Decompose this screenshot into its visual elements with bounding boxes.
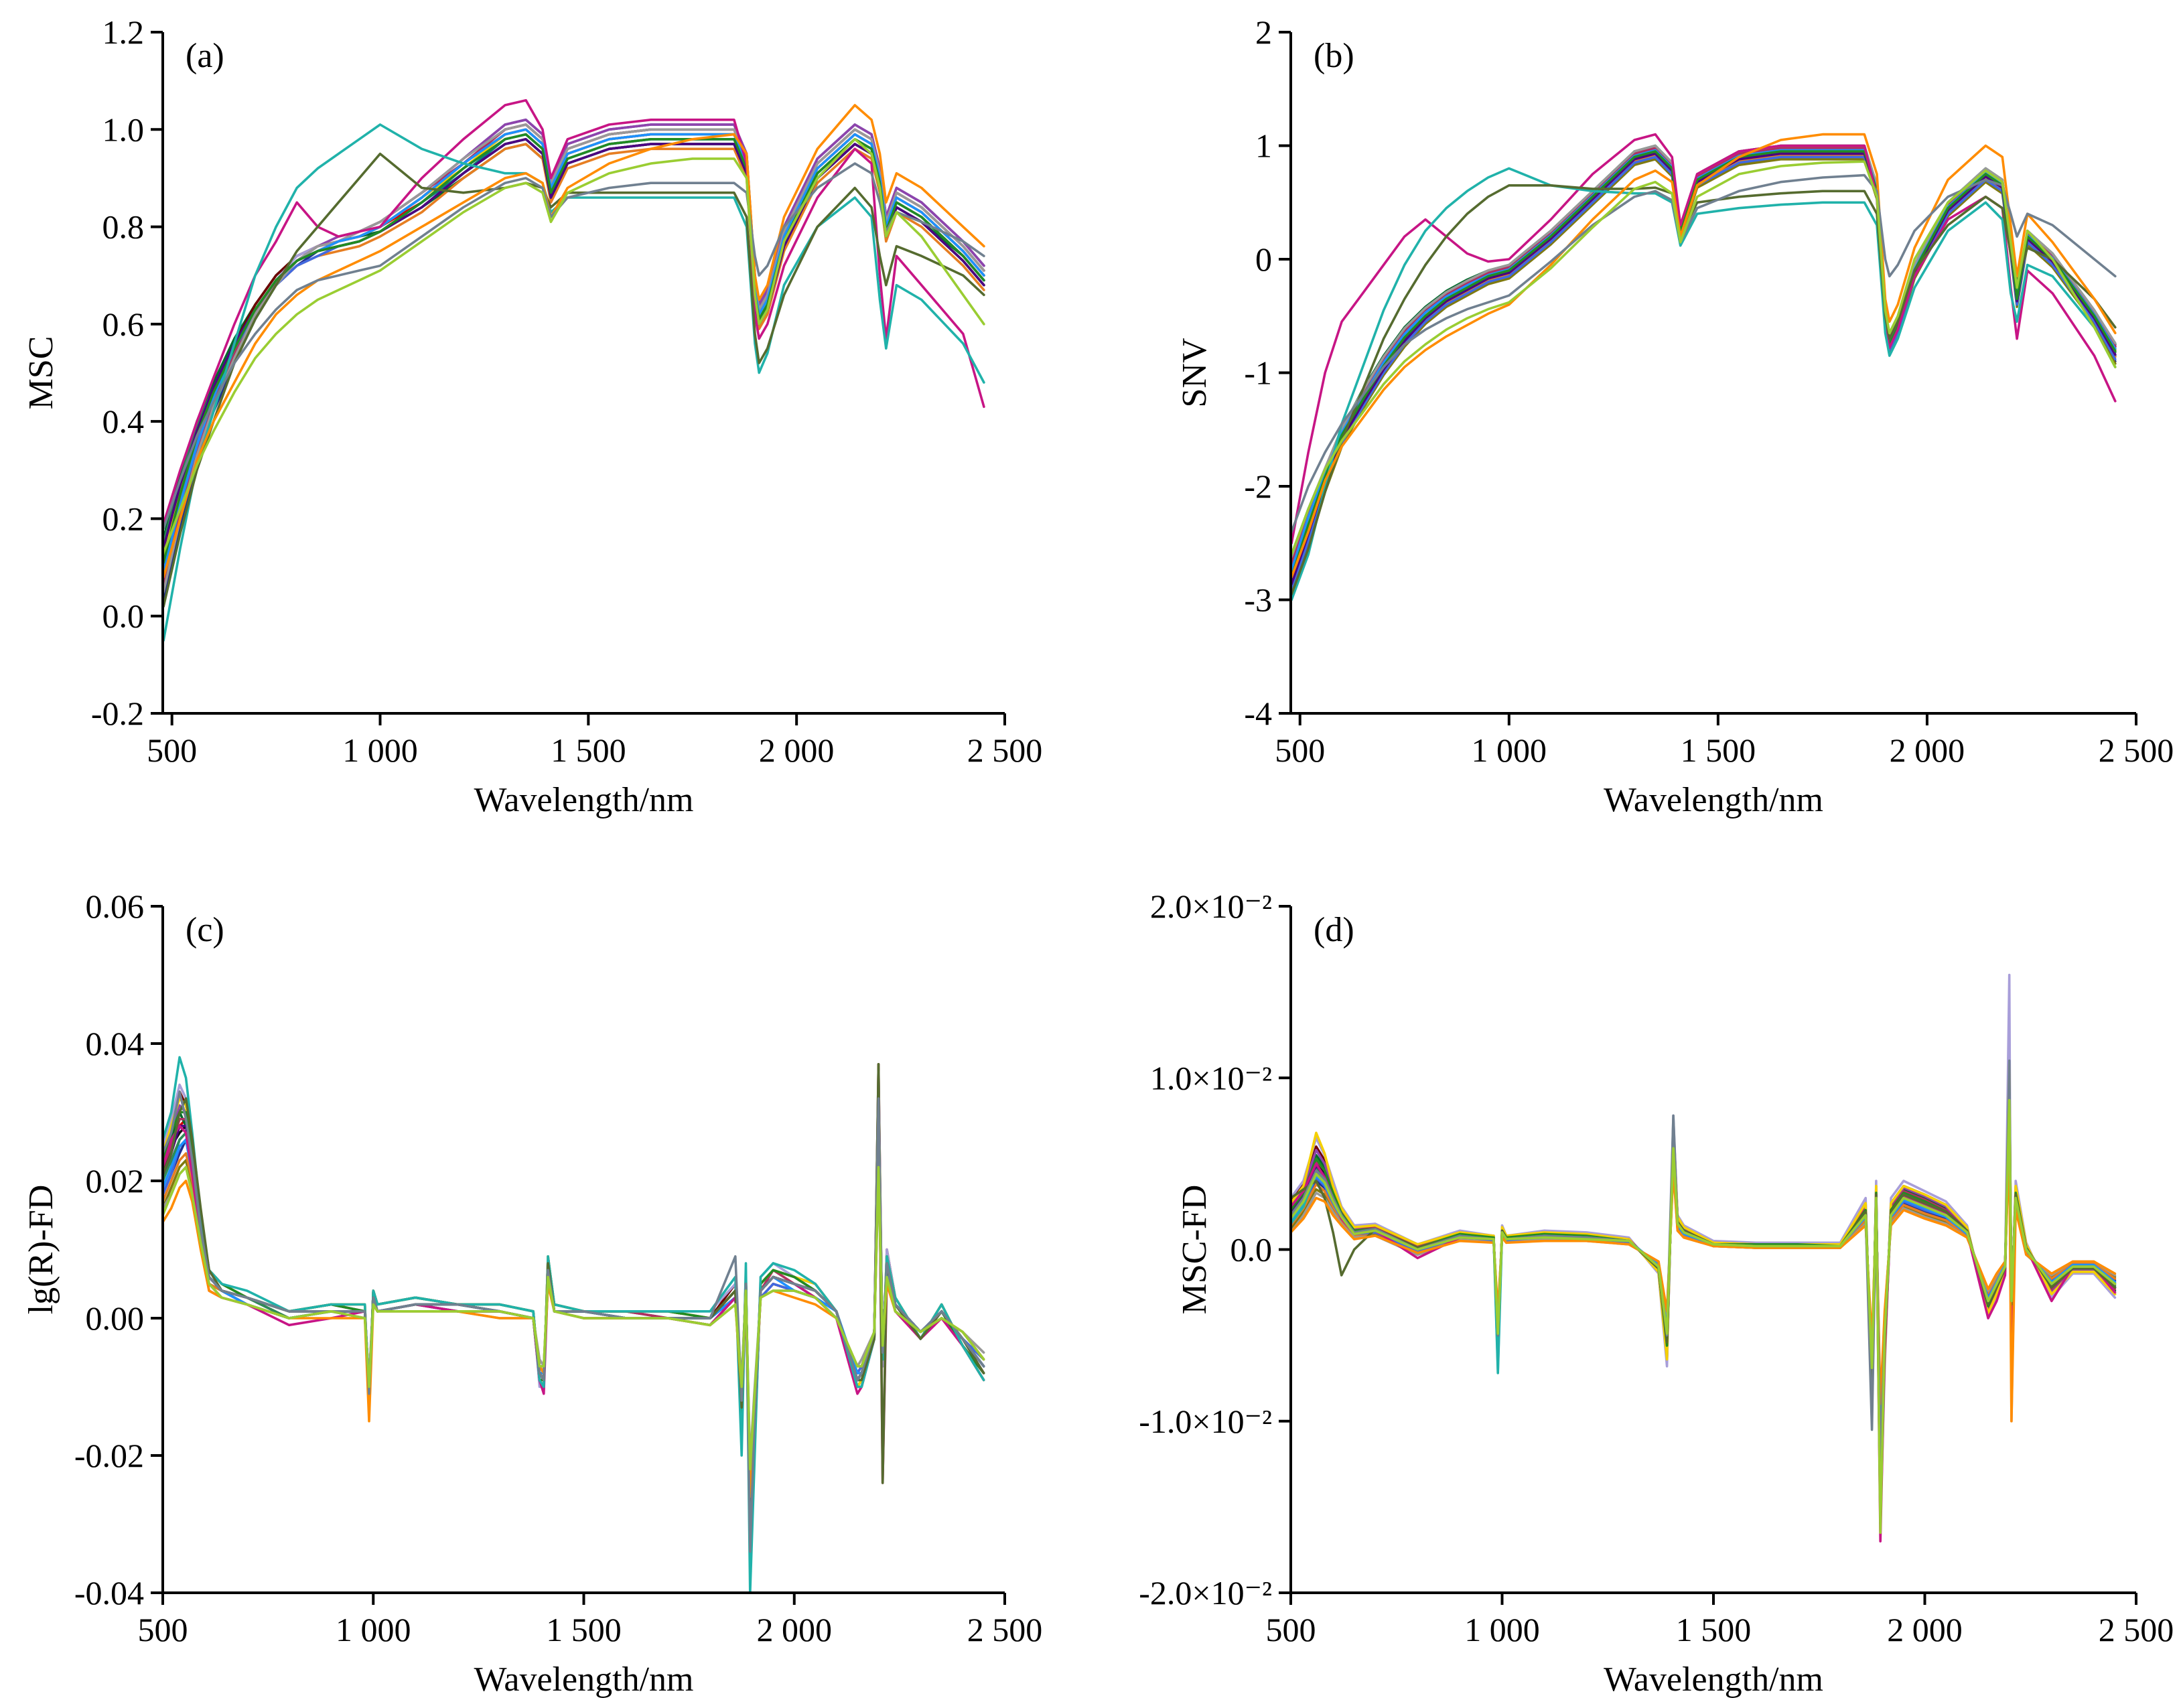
panel-d-x-tick-label: 500 bbox=[1266, 1611, 1316, 1648]
panel-d-ticks: 500 1 000 1 500 2 000 2 500 -2.0×10⁻² -1.0×10⁻… bbox=[1139, 887, 2174, 1648]
panel-b-y-tick-label: -1 bbox=[1244, 354, 1272, 392]
panel-c-y-tick-label: 0.06 bbox=[86, 887, 145, 925]
panel-c-x-tick-label: 2 500 bbox=[967, 1611, 1043, 1648]
panel-b-x-tick-label: 1 000 bbox=[1472, 731, 1547, 769]
panel-a-y-tick-label: 0.2 bbox=[102, 500, 145, 537]
panel-a-y-tick-label: 1.2 bbox=[102, 13, 145, 51]
panel-a-series bbox=[162, 98, 985, 642]
panel-a-x-tick-label: 1 000 bbox=[342, 731, 418, 769]
panel-d-x-tick-label: 2 000 bbox=[1887, 1611, 1963, 1648]
panel-b: 500 1 000 1 500 2 000 2 500 -4 -3 -2 -1 0 1 2 (b) W… bbox=[1176, 13, 2174, 819]
panel-c-series bbox=[161, 1056, 985, 1594]
panel-b-series-24 bbox=[1290, 160, 2117, 556]
panel-a-series-23 bbox=[162, 162, 985, 530]
panel-c: 500 1 000 1 500 2 000 2 500 -0.04 -0.02 0.00 0.0… bbox=[22, 887, 1042, 1699]
panel-d-series-24 bbox=[1289, 1098, 2117, 1535]
panel-b-series-22 bbox=[1290, 133, 2117, 579]
panel-a-series-22 bbox=[162, 104, 985, 579]
panel-c-x-tick-label: 1 500 bbox=[546, 1611, 622, 1648]
panel-c-y-tick-label: 0.02 bbox=[86, 1162, 145, 1200]
panel-b-y-tick-label: -3 bbox=[1244, 581, 1272, 619]
panel-a-x-axis-title: Wavelength/nm bbox=[474, 781, 694, 819]
panel-b-y-tick-label: -4 bbox=[1244, 695, 1272, 732]
panel-a-y-tick-label: 1.0 bbox=[102, 111, 145, 148]
panel-d-x-tick-label: 1 000 bbox=[1464, 1611, 1540, 1648]
panel-a-x-tick-label: 2 500 bbox=[967, 731, 1043, 769]
panel-d-y-tick-label: 1.0×10⁻² bbox=[1150, 1059, 1272, 1096]
panel-c-x-tick-label: 1 000 bbox=[336, 1611, 411, 1648]
panel-c-y-tick-label: -0.02 bbox=[74, 1437, 144, 1474]
panel-b-x-axis-title: Wavelength/nm bbox=[1604, 781, 1823, 819]
panel-b-x-tick-label: 2 500 bbox=[2099, 731, 2174, 769]
panel-a-x-tick-label: 500 bbox=[147, 731, 197, 769]
panel-c-series-24 bbox=[161, 1165, 985, 1471]
panel-a-series-18 bbox=[162, 133, 985, 564]
panel-a-y-tick-label: 0.4 bbox=[102, 403, 145, 440]
panel-a-x-tick-label: 1 500 bbox=[551, 731, 626, 769]
panel-d-y-tick-label: -1.0×10⁻² bbox=[1139, 1403, 1272, 1440]
panel-c-y-tick-label: 0.00 bbox=[86, 1299, 145, 1337]
panel-d-x-tick-label: 2 500 bbox=[2099, 1611, 2174, 1648]
panel-d-y-tick-label: 0.0 bbox=[1230, 1231, 1273, 1269]
panel-a-y-tick-label: 0.8 bbox=[102, 208, 145, 246]
panel-a-ticks: 500 1 000 1 500 2 000 2 500 -0.2 0.0 0.2 0.4 0.6 0… bbox=[91, 13, 1042, 769]
panel-b-ticks: 500 1 000 1 500 2 000 2 500 -4 -3 -2 -1 0 1 2 bbox=[1244, 13, 2174, 769]
panel-b-x-tick-label: 1 500 bbox=[1681, 731, 1756, 769]
panel-a: 500 1 000 1 500 2 000 2 500 -0.2 0.0 0.2 0.4 0.6 0… bbox=[22, 13, 1042, 819]
panel-a-series-24 bbox=[162, 138, 985, 555]
panel-d-y-tick-label: -2.0×10⁻² bbox=[1139, 1574, 1272, 1612]
panel-c-ticks: 500 1 000 1 500 2 000 2 500 -0.04 -0.02 0.00 0.0… bbox=[74, 887, 1042, 1648]
panel-b-label: (b) bbox=[1314, 37, 1354, 75]
panel-b-series-20 bbox=[1290, 167, 2117, 601]
panel-d-series bbox=[1289, 973, 2117, 1543]
panel-c-x-tick-label: 2 000 bbox=[757, 1611, 833, 1648]
panel-b-series-21 bbox=[1290, 184, 2117, 595]
panel-c-x-tick-label: 500 bbox=[138, 1611, 188, 1648]
panel-b-y-tick-label: 0 bbox=[1255, 240, 1272, 278]
panel-b-y-tick-label: 2 bbox=[1255, 13, 1272, 51]
panel-b-y-axis-title: SNV bbox=[1176, 338, 1214, 407]
panel-b-x-tick-label: 500 bbox=[1275, 731, 1325, 769]
panel-d: 500 1 000 1 500 2 000 2 500 -2.0×10⁻² -1.0×10⁻… bbox=[1139, 887, 2174, 1699]
panel-c-y-tick-label: 0.04 bbox=[86, 1025, 145, 1062]
panel-b-x-tick-label: 2 000 bbox=[1890, 731, 1965, 769]
panel-d-label: (d) bbox=[1314, 911, 1354, 949]
panel-b-y-tick-label: 1 bbox=[1255, 127, 1272, 165]
panel-d-y-tick-label: 2.0×10⁻² bbox=[1150, 887, 1272, 925]
panel-c-x-axis-title: Wavelength/nm bbox=[474, 1660, 694, 1699]
panel-c-label: (c) bbox=[186, 911, 224, 949]
panel-a-series-19 bbox=[162, 98, 985, 525]
panel-b-series bbox=[1290, 133, 2117, 601]
panel-d-x-tick-label: 1 500 bbox=[1676, 1611, 1752, 1648]
panel-a-y-tick-label: -0.2 bbox=[91, 695, 144, 732]
panel-a-y-axis-title: MSC bbox=[22, 336, 60, 410]
panel-c-y-tick-label: -0.04 bbox=[74, 1574, 144, 1612]
panel-a-y-tick-label: 0.0 bbox=[102, 597, 145, 635]
panel-d-x-axis-title: Wavelength/nm bbox=[1604, 1660, 1823, 1699]
panel-a-x-tick-label: 2 000 bbox=[759, 731, 835, 769]
panel-b-y-tick-label: -2 bbox=[1244, 468, 1272, 505]
panel-c-y-axis-title: lg(R)-FD bbox=[22, 1185, 60, 1315]
panel-a-label: (a) bbox=[186, 37, 224, 75]
panel-d-y-axis-title: MSC-FD bbox=[1176, 1185, 1214, 1315]
panel-a-y-tick-label: 0.6 bbox=[102, 305, 145, 343]
